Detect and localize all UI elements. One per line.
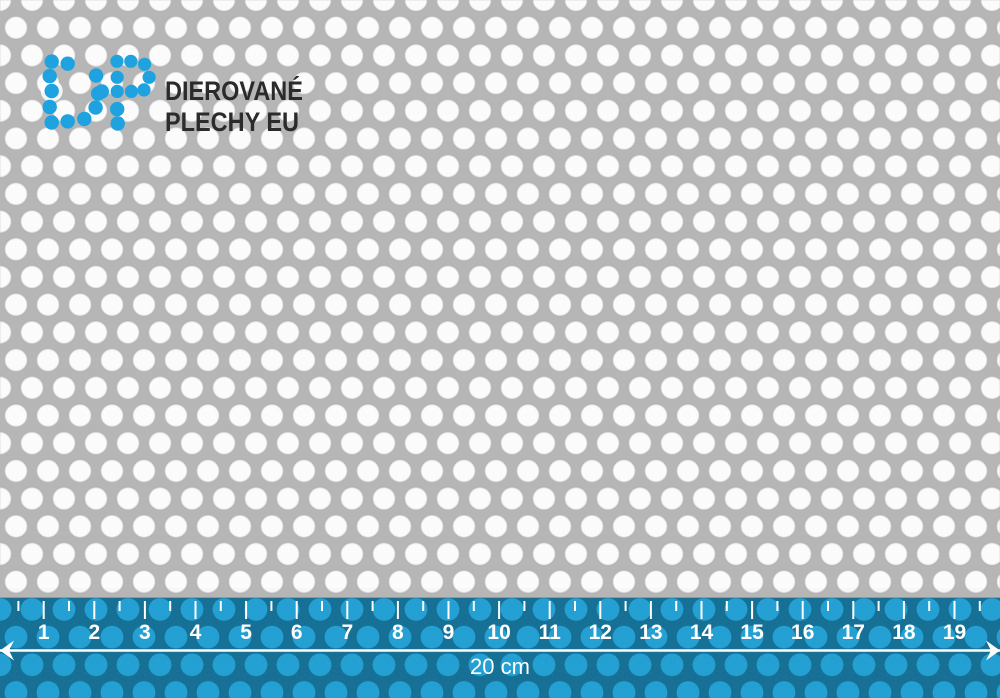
svg-text:3: 3 (139, 621, 151, 644)
svg-text:8: 8 (392, 621, 404, 644)
svg-text:16: 16 (791, 621, 814, 644)
svg-text:4: 4 (190, 621, 202, 644)
svg-text:11: 11 (539, 621, 562, 644)
svg-text:10: 10 (487, 621, 510, 644)
svg-text:18: 18 (892, 621, 916, 644)
svg-text:1: 1 (38, 621, 50, 644)
svg-text:14: 14 (690, 621, 714, 644)
svg-text:17: 17 (842, 621, 865, 644)
svg-text:5: 5 (240, 621, 252, 644)
svg-text:2: 2 (88, 621, 100, 644)
svg-text:12: 12 (589, 621, 612, 644)
svg-text:6: 6 (291, 621, 303, 644)
svg-text:13: 13 (639, 621, 662, 644)
svg-text:15: 15 (740, 621, 764, 644)
svg-text:7: 7 (341, 621, 353, 644)
svg-text:9: 9 (443, 621, 455, 644)
svg-text:20 cm: 20 cm (470, 654, 530, 679)
svg-text:19: 19 (943, 621, 966, 644)
